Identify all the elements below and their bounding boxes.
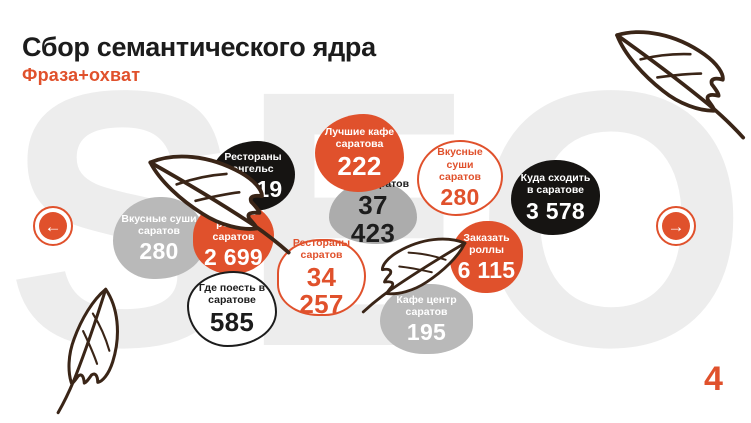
page-subtitle: Фраза+охват	[22, 64, 141, 85]
bubble-value: 195	[406, 319, 447, 346]
bubble-value: 280	[139, 238, 179, 265]
bubble-value: 222	[337, 150, 382, 181]
arrow-left-icon: ←	[39, 212, 67, 240]
bubble-label: Рестораны саратов	[292, 236, 351, 262]
keyword-bubble: Заказать роллы 6 115	[450, 221, 523, 293]
page-title: Сбор семантического ядра	[22, 32, 376, 63]
keyword-bubble: Вкусные суши саратов 280	[113, 197, 205, 279]
bubble-label: Где поесть в саратове	[198, 281, 266, 307]
bubble-label: Заказать роллы	[463, 231, 510, 256]
bubble-label: Вкусные суши саратов	[121, 212, 197, 237]
keyword-bubble: Куда сходить в саратове 3 578	[511, 160, 600, 235]
bubble-value: 6 115	[457, 257, 516, 284]
keyword-bubble: Кафе центр саратов 195	[380, 284, 473, 354]
bubble-value: 3 578	[525, 197, 586, 224]
prev-slide-button[interactable]: ←	[33, 206, 73, 246]
bubble-label: Кафе центр саратов	[396, 293, 457, 318]
page-number: 4	[704, 360, 723, 398]
bubble-value: 34 257	[299, 261, 344, 319]
bubble-value: 37 423	[350, 190, 396, 248]
bubble-value: 2 699	[203, 243, 264, 270]
keyword-bubble: Лучшие кафе саратова 222	[315, 114, 404, 192]
next-slide-button[interactable]: →	[656, 206, 696, 246]
bubble-value: 585	[209, 306, 255, 337]
keyword-bubble: Рестораны саратов 34 257	[277, 236, 366, 319]
bubble-label: Лучшие кафе саратова	[324, 125, 395, 151]
bubble-label: Куда сходить в саратове	[520, 172, 591, 197]
keyword-bubble: Где поесть в саратове 585	[187, 271, 277, 347]
keyword-bubble: Вкусные суши саратов 280	[417, 140, 503, 216]
arrow-right-icon: →	[662, 212, 690, 240]
bubble-value: 280	[440, 184, 480, 211]
bubble-label: Вкусные суши саратов	[437, 146, 483, 184]
